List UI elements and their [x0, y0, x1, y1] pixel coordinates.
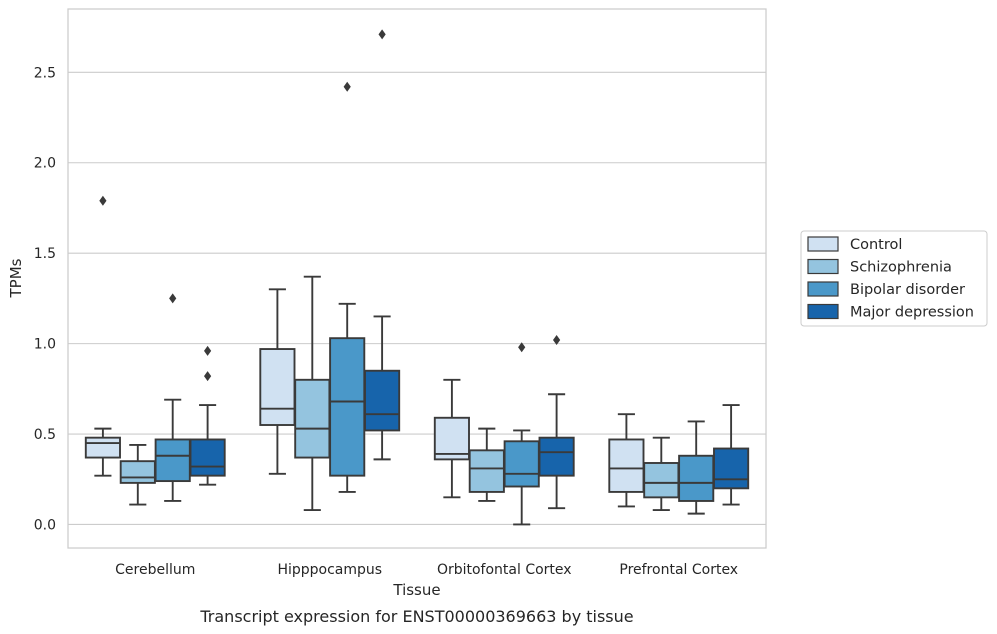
- box-group: [678, 420, 715, 515]
- box-group: [84, 195, 121, 477]
- box: [468, 449, 505, 493]
- outlier-point: [518, 342, 526, 353]
- box-group: [119, 443, 156, 506]
- outlier-point: [204, 371, 212, 382]
- y-tick-label: 0.5: [34, 427, 56, 443]
- legend: Control Schizophrenia Bipolar disorder Majo…: [800, 230, 988, 327]
- box: [294, 378, 331, 459]
- box: [643, 462, 680, 499]
- x-tick-label: Prefrontal Cortex: [619, 562, 738, 578]
- box-group: [294, 275, 331, 511]
- outlier-point: [378, 29, 386, 40]
- x-tick-label: Orbitofontal Cortex: [437, 562, 572, 578]
- chart-caption: Transcript expression for ENST0000036966…: [199, 607, 633, 626]
- x-axis-label: Tissue: [392, 581, 440, 599]
- box: [189, 438, 226, 477]
- legend-swatch: [807, 258, 839, 275]
- y-tick-label: 1.0: [34, 337, 56, 353]
- legend-label: Control: [850, 237, 902, 253]
- y-tick-label: 2.0: [34, 156, 56, 172]
- box: [329, 337, 366, 477]
- box: [259, 348, 296, 426]
- box-group: [154, 293, 191, 502]
- box: [503, 440, 540, 488]
- gridlines: [68, 71, 766, 526]
- legend-items: Control Schizophrenia Bipolar disorder Majo…: [807, 236, 974, 321]
- box: [678, 454, 715, 502]
- plot-area-frame: [67, 8, 767, 549]
- box-series: [84, 29, 750, 526]
- box: [84, 436, 121, 459]
- box-group: [538, 334, 575, 510]
- legend-swatch: [807, 236, 839, 252]
- box-group: [468, 427, 505, 502]
- outlier-point: [204, 345, 212, 356]
- outlier-point: [553, 334, 561, 345]
- legend-frame: [800, 230, 988, 327]
- box: [713, 447, 750, 490]
- box: [433, 416, 470, 461]
- box-group: [433, 378, 470, 499]
- box-group: [608, 413, 645, 508]
- box: [364, 369, 401, 432]
- legend-label: Bipolar disorder: [850, 282, 965, 298]
- box: [538, 436, 575, 477]
- outlier-point: [343, 81, 351, 92]
- box-group: [189, 345, 226, 486]
- legend-label: Major depression: [850, 305, 974, 321]
- box-group: [364, 29, 401, 461]
- box-group: [713, 404, 750, 506]
- y-axis-label: TPMs: [7, 258, 25, 298]
- box-group: [259, 288, 296, 475]
- box: [608, 438, 645, 493]
- legend-swatch: [807, 303, 839, 320]
- y-tick-label: 2.5: [34, 65, 56, 81]
- outlier-point: [99, 195, 107, 206]
- legend-swatch: [807, 281, 839, 297]
- y-tick-label: 1.5: [34, 246, 56, 262]
- x-tick-label: Hipppocampus: [277, 562, 382, 578]
- box-group: [643, 436, 680, 511]
- box: [154, 438, 191, 483]
- y-axis-ticks: 0.0 0.5 1.0 1.5 2.0 2.5: [34, 65, 56, 533]
- x-tick-label: Cerebellum: [115, 562, 195, 578]
- box-group: [503, 342, 540, 526]
- x-axis-ticks: Cerebellum Hipppocampus Orbitofontal Corte…: [115, 562, 738, 578]
- outlier-point: [169, 293, 177, 304]
- y-tick-label: 0.0: [34, 517, 56, 533]
- box-group: [329, 81, 366, 493]
- legend-label: Schizophrenia: [850, 260, 952, 276]
- box: [119, 460, 156, 484]
